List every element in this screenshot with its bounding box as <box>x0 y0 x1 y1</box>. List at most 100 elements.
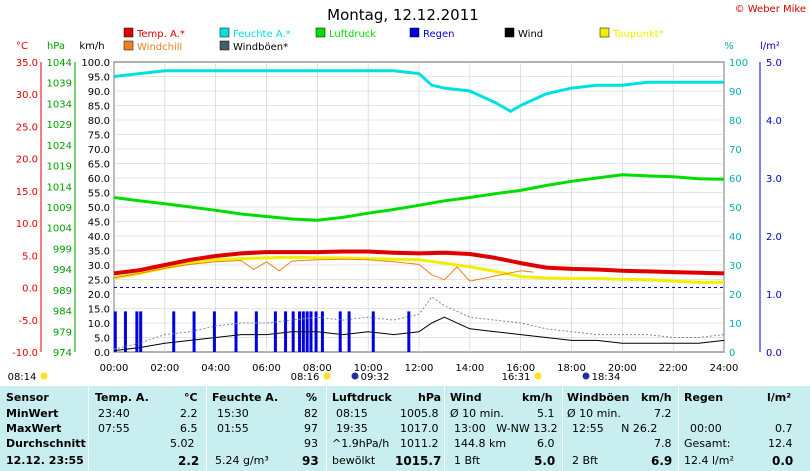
pressure-avg-value: 1011.2 <box>400 437 439 450</box>
legend-swatch-7 <box>219 40 230 51</box>
gust-max: 12:55 N 26.2 <box>572 422 658 435</box>
sun-event-0: 08:14 <box>8 372 37 383</box>
temp-tick-8: -5.0 <box>18 316 38 327</box>
weather-chart: Montag, 12.12.2011 © Weber Mike Temp. A.* F… <box>8 4 806 383</box>
pressure-min-time: 08:15 <box>336 407 368 420</box>
pressure-tick-9: 999 <box>53 244 72 255</box>
time-tick-8: 16:00 <box>506 363 535 374</box>
humidity-tick-6: 40 <box>729 232 742 243</box>
rain-total-text: 12.4 l/m² <box>684 454 734 467</box>
humidity-tick-0: 100 <box>729 58 748 69</box>
humidity-tick-1: 90 <box>729 87 742 98</box>
time-tick-9: 18:00 <box>557 363 586 374</box>
gust-day-avg: 7.8 <box>654 437 672 450</box>
pressure-tick-8: 1004 <box>47 224 72 235</box>
temp-max-value: 6.5 <box>180 422 198 435</box>
humidity-tick-7: 30 <box>729 261 742 272</box>
wind-current-value: 5.0 <box>534 454 556 468</box>
rain-tick-2: 3.0 <box>766 174 782 185</box>
wind-tick-3: 85.0 <box>88 102 110 113</box>
axis-unit-1: hPa <box>47 41 65 52</box>
legend-swatch-2 <box>315 27 326 38</box>
rain-tick-3: 2.0 <box>766 232 782 243</box>
humidity-max-time: 01:55 <box>217 422 249 435</box>
time-tick-7: 14:00 <box>455 363 484 374</box>
pressure-tick-1: 1039 <box>47 79 72 90</box>
pressure-max-time: 19:35 <box>336 422 368 435</box>
gust-avg-label: Ø 10 min. <box>567 407 621 420</box>
pressure-tick-4: 1024 <box>47 141 72 152</box>
time-tick-0: 00:00 <box>100 363 129 374</box>
legend-label-0: Temp. A.* <box>136 29 185 40</box>
time-tick-3: 06:00 <box>252 363 281 374</box>
time-tick-10: 20:00 <box>608 363 637 374</box>
series-temperature <box>113 249 725 276</box>
axis-unit-3: % <box>724 41 734 52</box>
wind-tick-2: 90.0 <box>88 87 110 98</box>
pressure-trend: ^1.9hPa/h <box>332 437 390 450</box>
series-wind <box>113 316 725 352</box>
rain-header: Regen <box>684 391 724 404</box>
pressure-current-value: 1015.7 <box>395 454 442 468</box>
humidity-tick-5: 50 <box>729 203 742 214</box>
gust-header: Windböen <box>567 391 630 404</box>
temp-min-value: 2.2 <box>180 407 198 420</box>
pressure-unit: hPa <box>418 391 442 404</box>
legend-label-6: Windchill <box>137 42 182 53</box>
pressure-tick-3: 1029 <box>47 120 72 131</box>
wind-day-avg: 6.0 <box>537 437 555 450</box>
humidity-unit: % <box>306 391 318 404</box>
sun-event-icon-4 <box>582 372 590 380</box>
temp-current-value: 2.2 <box>178 454 200 468</box>
wind-beaufort: 1 Bft <box>454 454 481 467</box>
pressure-min-value: 1005.8 <box>400 407 439 420</box>
wind-unit: km/h <box>522 391 553 404</box>
temp-avg-value: 5.02 <box>170 437 195 450</box>
humidity-header: Feuchte A. <box>212 391 279 404</box>
wind-tick-7: 65.0 <box>88 160 110 171</box>
gust-current-value: 6.9 <box>651 454 673 468</box>
legend-swatch-0 <box>123 27 134 38</box>
legend-swatch-5 <box>599 27 610 38</box>
humidity-tick-2: 80 <box>729 116 742 127</box>
temp-tick-1: 30.0 <box>16 90 38 101</box>
wind-distance: 144.8 km <box>454 437 507 450</box>
wind-tick-19: 5.0 <box>94 334 110 345</box>
legend-label-4: Wind <box>518 29 543 40</box>
wind-tick-15: 25.0 <box>88 276 110 287</box>
legend-label-5: Taupunkt* <box>612 29 664 40</box>
humidity-min-value: 82 <box>304 407 318 420</box>
humidity-tick-10: 0 <box>729 348 735 359</box>
temp-tick-7: 0.0 <box>22 284 38 295</box>
sun-event-4: 18:34 <box>592 372 621 383</box>
rain-total-label: Gesamt: <box>684 437 731 450</box>
pressure-header: Luftdruck <box>332 391 392 404</box>
pressure-tick-7: 1009 <box>47 203 72 214</box>
wind-tick-18: 10.0 <box>88 319 110 330</box>
wind-avg-label: Ø 10 min. <box>450 407 504 420</box>
time-tick-11: 22:00 <box>659 363 688 374</box>
pressure-tick-2: 1034 <box>47 99 72 110</box>
time-tick-4: 08:00 <box>303 363 332 374</box>
legend-label-2: Luftdruck <box>329 29 376 40</box>
wind-tick-12: 40.0 <box>88 232 110 243</box>
time-tick-6: 12:00 <box>405 363 434 374</box>
sun-event-2: 09:32 <box>361 372 390 383</box>
wind-tick-14: 30.0 <box>88 261 110 272</box>
rain-unit: l/m² <box>767 391 792 404</box>
temp-tick-9: -10.0 <box>12 348 38 359</box>
pressure-tick-10: 994 <box>53 265 72 276</box>
humidity-tick-9: 10 <box>729 319 742 330</box>
legend-swatch-6 <box>123 40 134 51</box>
rain-tick-5: 0.0 <box>766 348 782 359</box>
wind-tick-17: 15.0 <box>88 305 110 316</box>
wind-tick-9: 55.0 <box>88 189 110 200</box>
time-tick-12: 24:00 <box>710 363 739 374</box>
legend-swatch-4 <box>504 27 515 38</box>
rain-max-value: 0.7 <box>775 422 793 435</box>
row-label-min: MinWert <box>6 407 59 420</box>
wind-tick-6: 70.0 <box>88 145 110 156</box>
row-label-current: 12.12. 23:55 <box>6 454 84 467</box>
sun-event-icon-2 <box>351 372 359 380</box>
pressure-forecast: bewölkt <box>332 454 376 467</box>
